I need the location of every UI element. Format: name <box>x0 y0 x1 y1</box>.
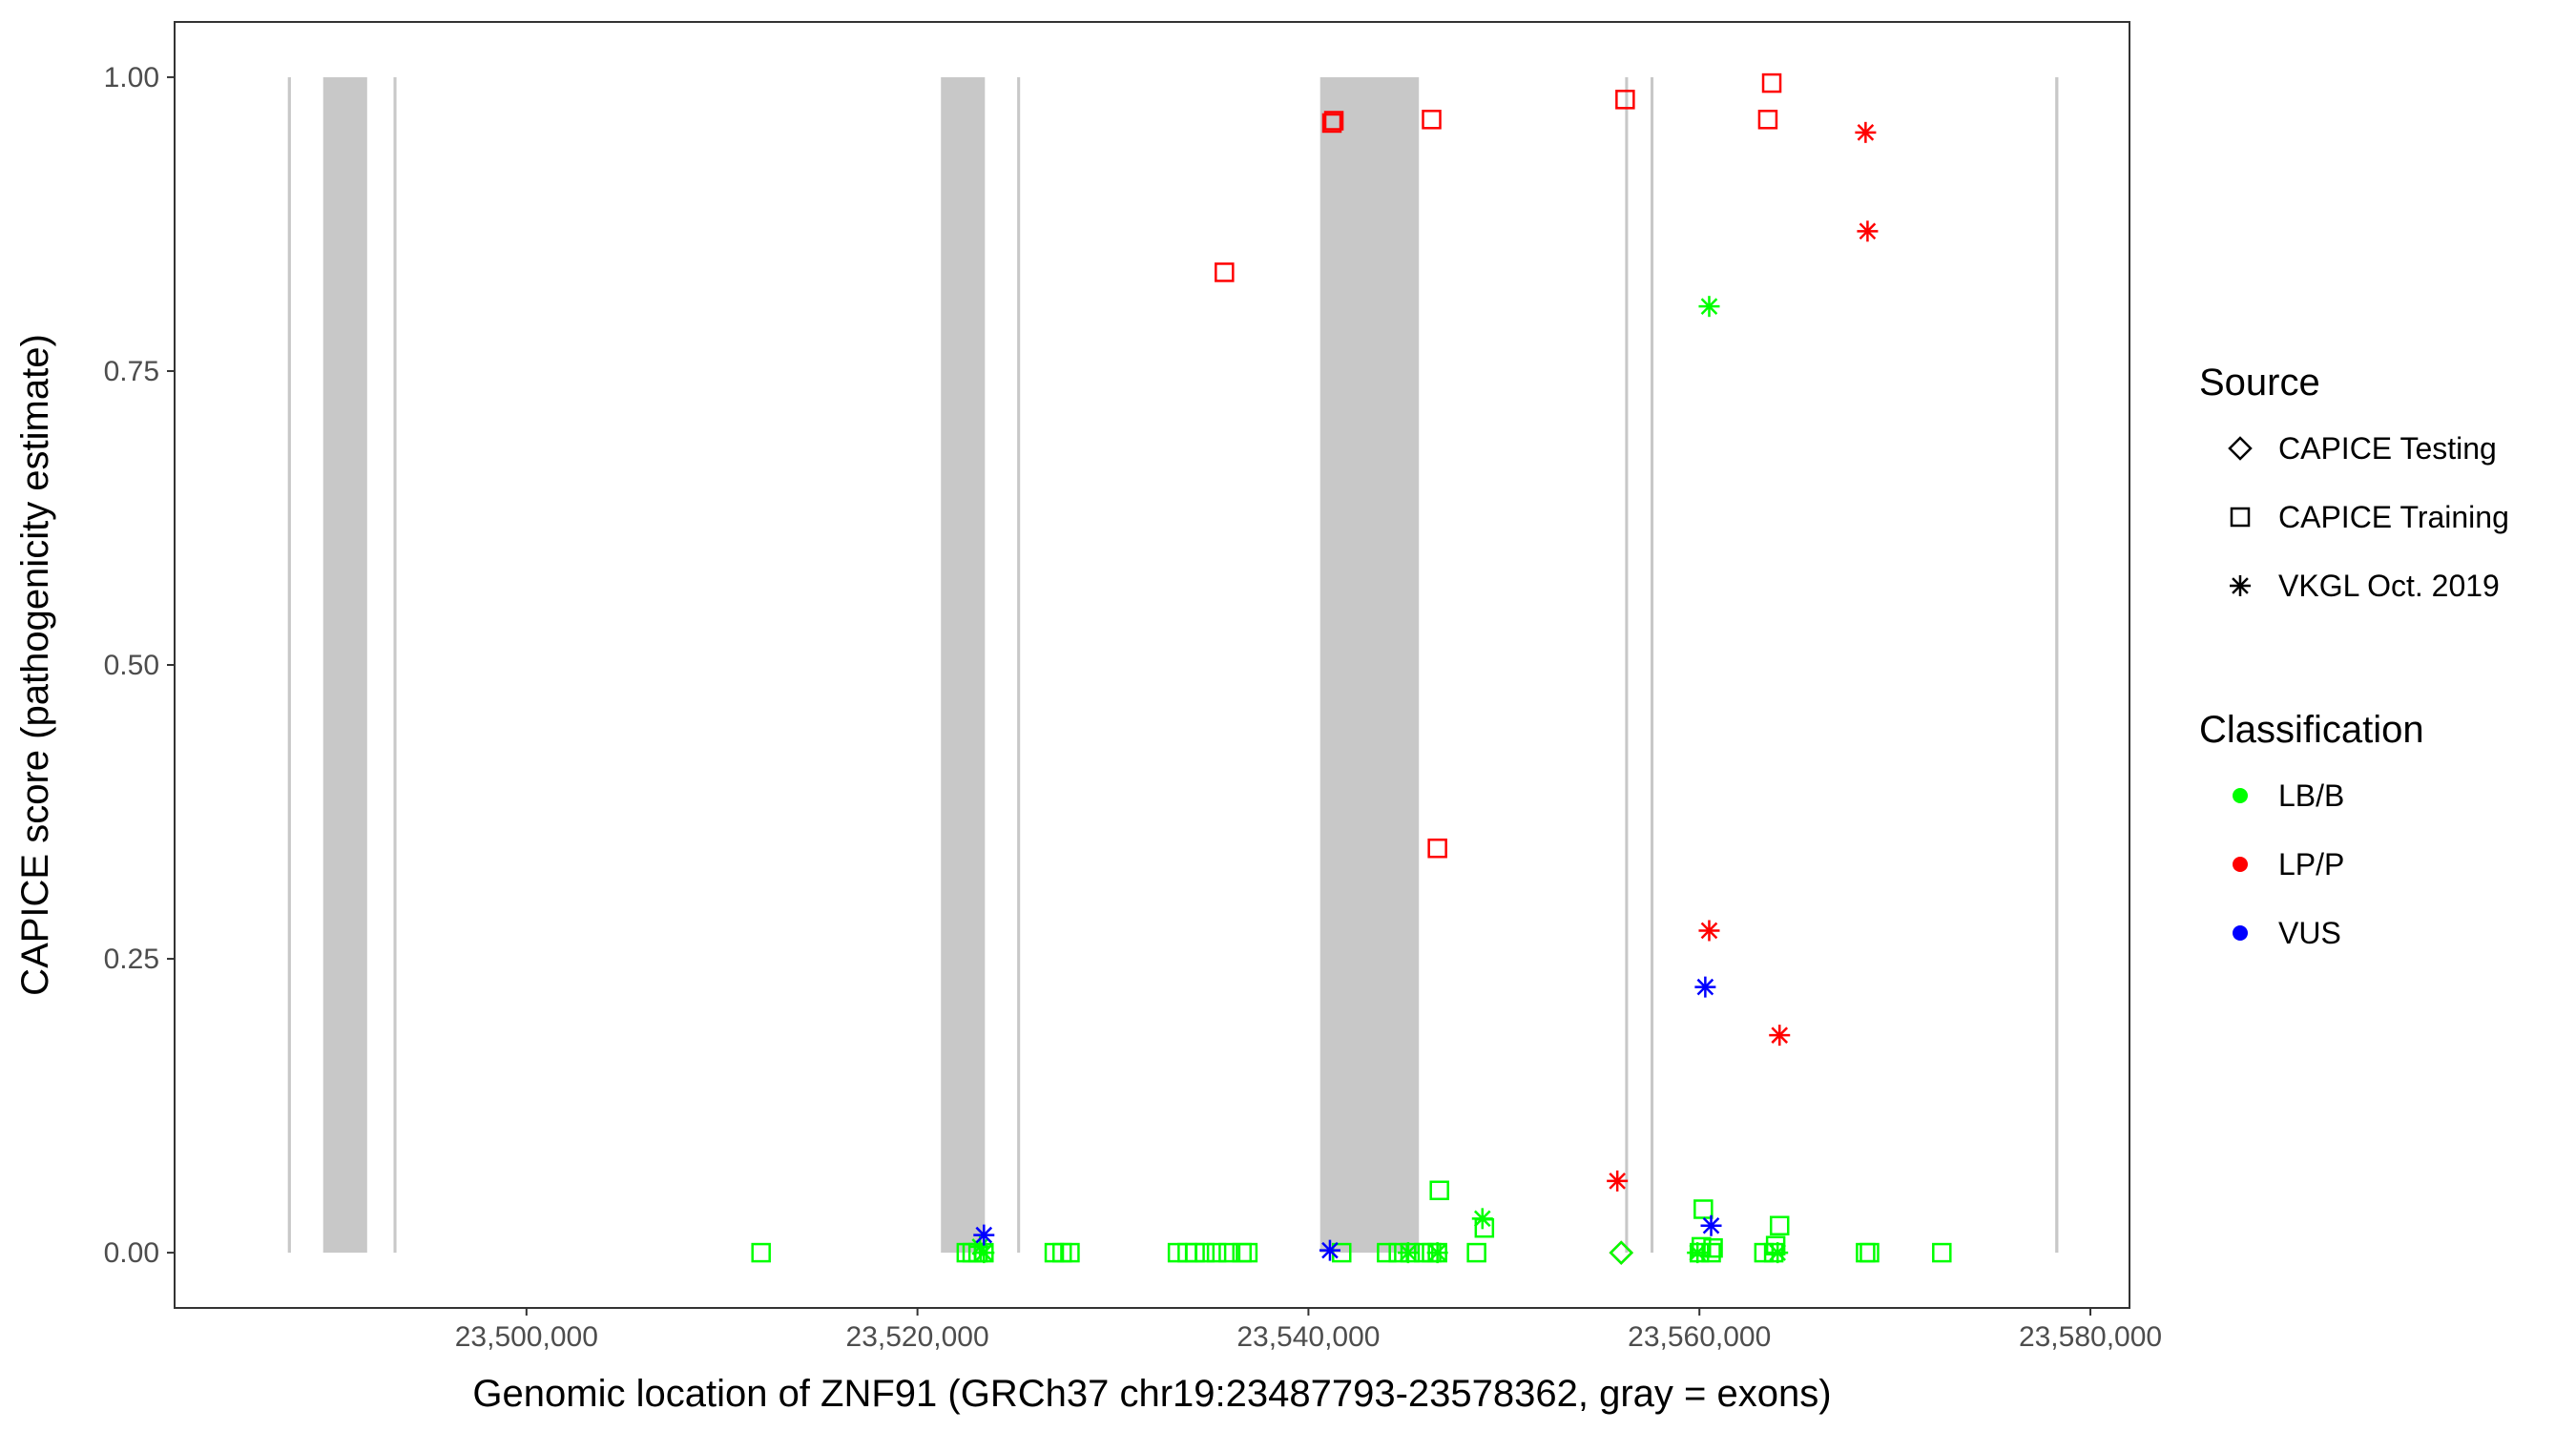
y-tick-label: 0.50 <box>104 650 159 681</box>
legend-key-dot <box>2233 788 2248 803</box>
data-point <box>1218 1242 1238 1263</box>
data-point <box>1700 1214 1722 1236</box>
data-point <box>973 1242 995 1264</box>
exon-layer <box>287 76 2059 1254</box>
y-tick-label: 0.00 <box>104 1237 159 1269</box>
data-point <box>1703 1237 1723 1258</box>
legend: Source CAPICE Testing CAPICE Training VKGL … <box>2199 362 2509 950</box>
y-tick-label: 1.00 <box>104 62 159 93</box>
exon-band <box>287 76 291 1254</box>
data-point <box>1323 111 1344 131</box>
x-tick-label: 23,560,000 <box>1628 1321 1771 1353</box>
axis-layer: 23,500,000 23,520,000 23,540,000 23,560,000… <box>104 62 2162 1353</box>
x-tick-label: 23,500,000 <box>455 1321 598 1353</box>
exon-band <box>1017 76 1021 1254</box>
data-point <box>1426 1242 1448 1264</box>
plot-panel-border <box>174 21 2130 1309</box>
data-point <box>1607 1170 1629 1192</box>
legend-label: VUS <box>2278 916 2341 950</box>
data-point <box>1319 1239 1340 1261</box>
data-point <box>1694 976 1716 998</box>
data-point <box>1698 920 1720 942</box>
y-tick-label: 0.75 <box>104 356 159 387</box>
data-point <box>1377 1242 1397 1263</box>
data-point <box>1859 1242 1880 1263</box>
legend-title-classification: Classification <box>2199 709 2424 751</box>
data-point <box>1429 1180 1449 1201</box>
data-point <box>1761 73 1782 93</box>
exon-band <box>2055 76 2059 1254</box>
point-layer <box>751 73 1952 1265</box>
data-point <box>1609 1240 1634 1265</box>
data-point <box>1769 1025 1791 1047</box>
data-point <box>1856 1242 1876 1263</box>
legend-key-diamond <box>2228 436 2253 461</box>
exon-band <box>941 76 986 1254</box>
y-axis-title: CAPICE score (pathogenicity estimate) <box>14 334 56 996</box>
legend-label: CAPICE Testing <box>2278 431 2497 466</box>
data-point <box>1237 1242 1258 1263</box>
legend-title-source: Source <box>2199 362 2320 404</box>
exon-band <box>1625 76 1629 1254</box>
x-tick-label: 23,520,000 <box>846 1321 989 1353</box>
legend-label: VKGL Oct. 2019 <box>2278 569 2500 603</box>
exon-band <box>1319 76 1420 1254</box>
data-point <box>1466 1242 1486 1263</box>
data-point <box>1687 1242 1709 1264</box>
data-point <box>1422 110 1442 130</box>
data-point <box>1609 1240 1634 1265</box>
data-point <box>1060 1242 1080 1263</box>
data-point <box>1321 113 1342 134</box>
data-point <box>1206 1242 1227 1263</box>
x-tick-label: 23,540,000 <box>1236 1321 1380 1353</box>
data-point <box>973 1224 995 1246</box>
data-point <box>1427 838 1447 859</box>
exon-band <box>322 76 367 1254</box>
data-point <box>1757 110 1778 130</box>
data-point <box>1693 1199 1714 1219</box>
legend-key-square <box>2230 507 2251 528</box>
data-point <box>1195 1242 1215 1263</box>
data-point <box>1397 1242 1419 1264</box>
data-point <box>1698 296 1720 318</box>
data-point <box>751 1242 771 1263</box>
legend-label: LB/B <box>2278 778 2344 813</box>
legend-key-asterisk <box>2230 575 2251 596</box>
data-point <box>1769 1215 1790 1235</box>
data-point <box>1215 262 1235 282</box>
legend-label: CAPICE Training <box>2278 500 2509 534</box>
x-axis-title: Genomic location of ZNF91 (GRCh37 chr19:… <box>472 1373 1831 1415</box>
data-point <box>1615 90 1635 110</box>
y-tick-label: 0.25 <box>104 944 159 975</box>
data-point <box>1932 1242 1952 1263</box>
data-point <box>1471 1208 1493 1230</box>
exon-band <box>1650 76 1654 1254</box>
data-point <box>1857 220 1879 242</box>
legend-label: LP/P <box>2278 847 2344 881</box>
x-tick-label: 23,580,000 <box>2019 1321 2162 1353</box>
exon-band <box>393 76 397 1254</box>
data-point <box>1855 121 1877 143</box>
legend-key-dot <box>2233 925 2248 941</box>
data-point <box>1767 1242 1789 1264</box>
legend-key-dot <box>2233 857 2248 872</box>
